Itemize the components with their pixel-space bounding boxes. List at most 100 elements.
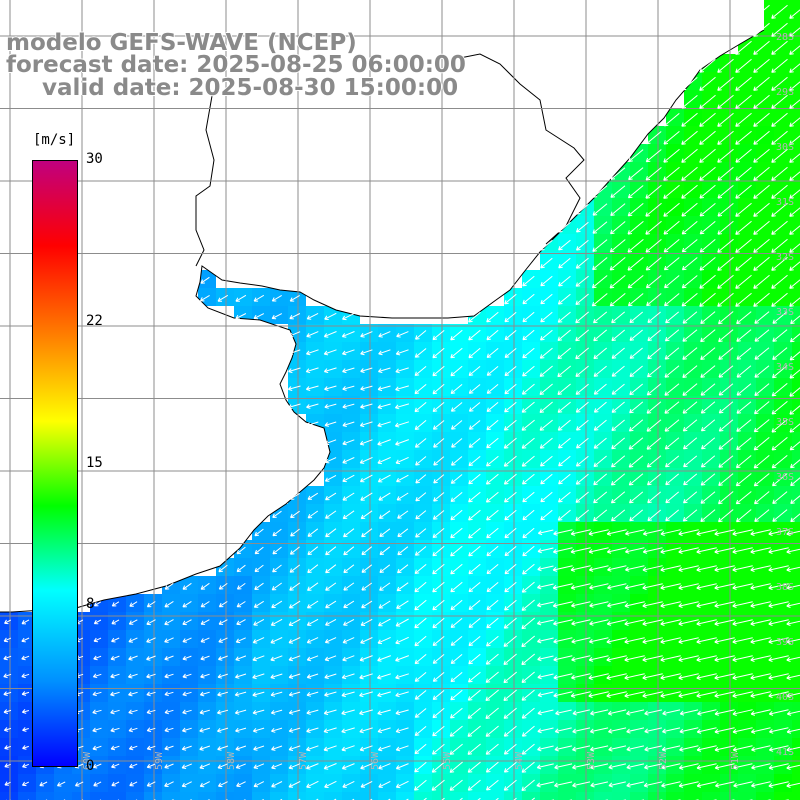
wind-arrow — [361, 564, 373, 573]
wind-arrow — [557, 293, 571, 305]
wind-arrow — [610, 203, 626, 216]
wind-arrow — [4, 619, 12, 625]
wind-arrow — [503, 689, 517, 701]
wind-arrow — [324, 673, 337, 679]
wind-arrow — [732, 529, 753, 536]
wind-arrow — [732, 727, 753, 734]
wind-arrow — [395, 709, 409, 716]
wind-cell — [432, 792, 450, 800]
wind-arrow — [450, 384, 463, 394]
wind-arrow — [717, 238, 734, 253]
wind-arrow — [696, 565, 717, 572]
wind-arrow — [679, 727, 699, 734]
wind-arrow — [606, 691, 627, 698]
wind-arrow — [700, 401, 716, 414]
wind-arrow — [432, 672, 445, 682]
wind-arrow — [451, 456, 463, 466]
wind-arrow — [589, 601, 609, 608]
wind-arrow — [647, 365, 662, 378]
wind-cell — [36, 792, 54, 800]
wind-arrow — [289, 582, 301, 591]
wind-arrow — [307, 564, 319, 574]
wind-arrow — [521, 419, 535, 431]
wind-arrow — [624, 619, 645, 626]
wind-arrow — [307, 546, 319, 556]
wind-arrow — [468, 563, 481, 575]
wind-arrow — [253, 294, 265, 302]
wind-arrow — [753, 130, 770, 145]
wind-arrow — [537, 637, 554, 644]
wind-arrow — [683, 491, 698, 504]
wind-cell — [648, 792, 666, 800]
wind-arrow — [415, 474, 427, 484]
wind-arrow — [359, 673, 373, 680]
wind-arrow — [432, 743, 445, 755]
wind-cell — [792, 666, 800, 684]
wind-arrow — [576, 437, 589, 449]
wind-arrow — [504, 348, 517, 358]
wind-arrow — [554, 745, 573, 752]
wind-arrow — [468, 653, 481, 665]
wind-arrow — [111, 601, 120, 607]
wind-arrow — [718, 419, 734, 432]
wind-arrow — [270, 673, 283, 679]
wind-cell — [792, 450, 800, 468]
wind-arrow — [678, 673, 699, 680]
wind-arrow — [789, 369, 800, 379]
wind-arrow — [468, 311, 481, 323]
wind-arrow — [771, 383, 788, 397]
wind-arrow — [717, 185, 734, 199]
wind-arrow — [609, 275, 626, 289]
wind-arrow — [553, 673, 573, 680]
wind-arrow — [697, 709, 717, 716]
wind-arrow — [789, 423, 800, 433]
wind-cell — [756, 792, 774, 800]
wind-arrow — [468, 420, 481, 430]
wind-cell — [18, 792, 36, 800]
forecast-date: forecast date: 2025-08-25 06:00:00 — [6, 52, 466, 78]
wind-arrow — [642, 601, 663, 608]
wind-arrow — [379, 564, 391, 573]
latitude-label: 40S — [776, 692, 794, 703]
wind-arrow — [553, 655, 573, 662]
wind-arrow — [521, 599, 535, 611]
wind-arrow — [289, 294, 300, 302]
wind-arrow — [288, 637, 301, 644]
wind-arrow — [324, 691, 337, 697]
wind-arrow — [593, 347, 608, 360]
wind-arrow — [359, 456, 373, 464]
wind-cell — [792, 612, 800, 630]
wind-arrow — [217, 781, 228, 788]
wind-arrow — [768, 745, 789, 752]
wind-arrow — [325, 618, 337, 626]
longitude-label: 54W — [514, 751, 525, 770]
wind-arrow — [647, 347, 662, 360]
wind-arrow — [111, 619, 120, 625]
wind-arrow — [270, 709, 283, 715]
wind-cell — [792, 360, 800, 378]
wind-arrow — [575, 311, 590, 324]
wind-arrow — [732, 583, 753, 590]
wind-arrow — [468, 384, 481, 394]
wind-arrow — [735, 166, 752, 181]
wind-arrow — [647, 311, 661, 323]
wind-arrow — [554, 727, 572, 734]
wind-arrow — [146, 709, 156, 715]
wind-arrow — [575, 455, 589, 467]
wind-arrow — [146, 763, 156, 769]
wind-arrow — [772, 365, 788, 379]
wind-arrow — [360, 385, 373, 391]
wind-arrow — [753, 419, 770, 433]
wind-arrow — [253, 618, 265, 626]
wind-arrow — [432, 402, 445, 412]
wind-arrow — [718, 329, 734, 343]
wind-arrow — [21, 781, 30, 787]
wind-arrow — [642, 673, 663, 680]
wind-arrow — [593, 491, 608, 504]
valid-date: valid date: 2025-08-30 15:00:00 — [42, 75, 459, 101]
wind-arrow — [306, 780, 319, 788]
wind-arrow — [323, 745, 337, 752]
wind-arrow — [625, 547, 645, 554]
wind-arrow — [753, 202, 770, 217]
wind-cell — [792, 504, 800, 522]
